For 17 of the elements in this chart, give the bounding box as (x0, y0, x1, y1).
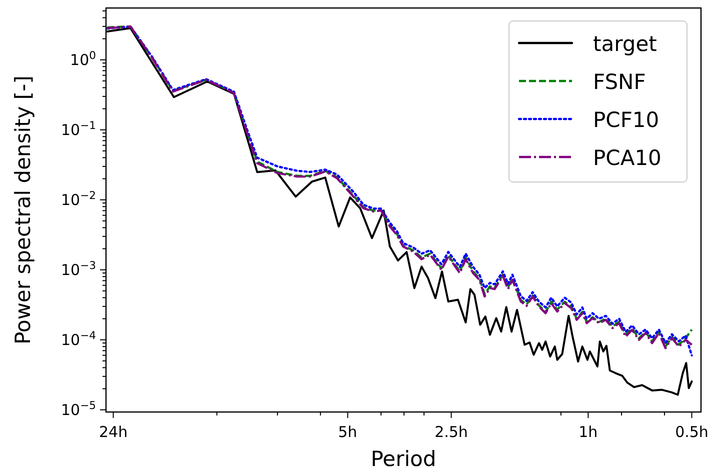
legend-label: target (593, 32, 657, 56)
legend-label: PCF10 (593, 108, 660, 132)
x-tick-label: 1h (578, 423, 598, 441)
x-axis-title: Period (370, 447, 436, 471)
legend-label: FSNF (593, 70, 646, 94)
y-tick-label: 10$^{−3}$ (60, 258, 96, 279)
x-tick-label: 0.5h (675, 423, 708, 441)
x-tick-label: 24h (98, 423, 128, 441)
y-tick-label: 10$^{−5}$ (60, 398, 96, 419)
y-tick-label: 10$^{−2}$ (60, 188, 96, 209)
x-tick-label: 5h (338, 423, 358, 441)
y-axis-title: Power spectral density [-] (11, 76, 35, 344)
y-tick-label: 10$^{0}$ (70, 48, 96, 69)
legend-label: PCA10 (593, 146, 662, 170)
y-tick-label: 10$^{−4}$ (60, 328, 96, 349)
y-tick-label: 10$^{−1}$ (60, 118, 96, 139)
x-tick-label: 2.5h (434, 423, 468, 441)
